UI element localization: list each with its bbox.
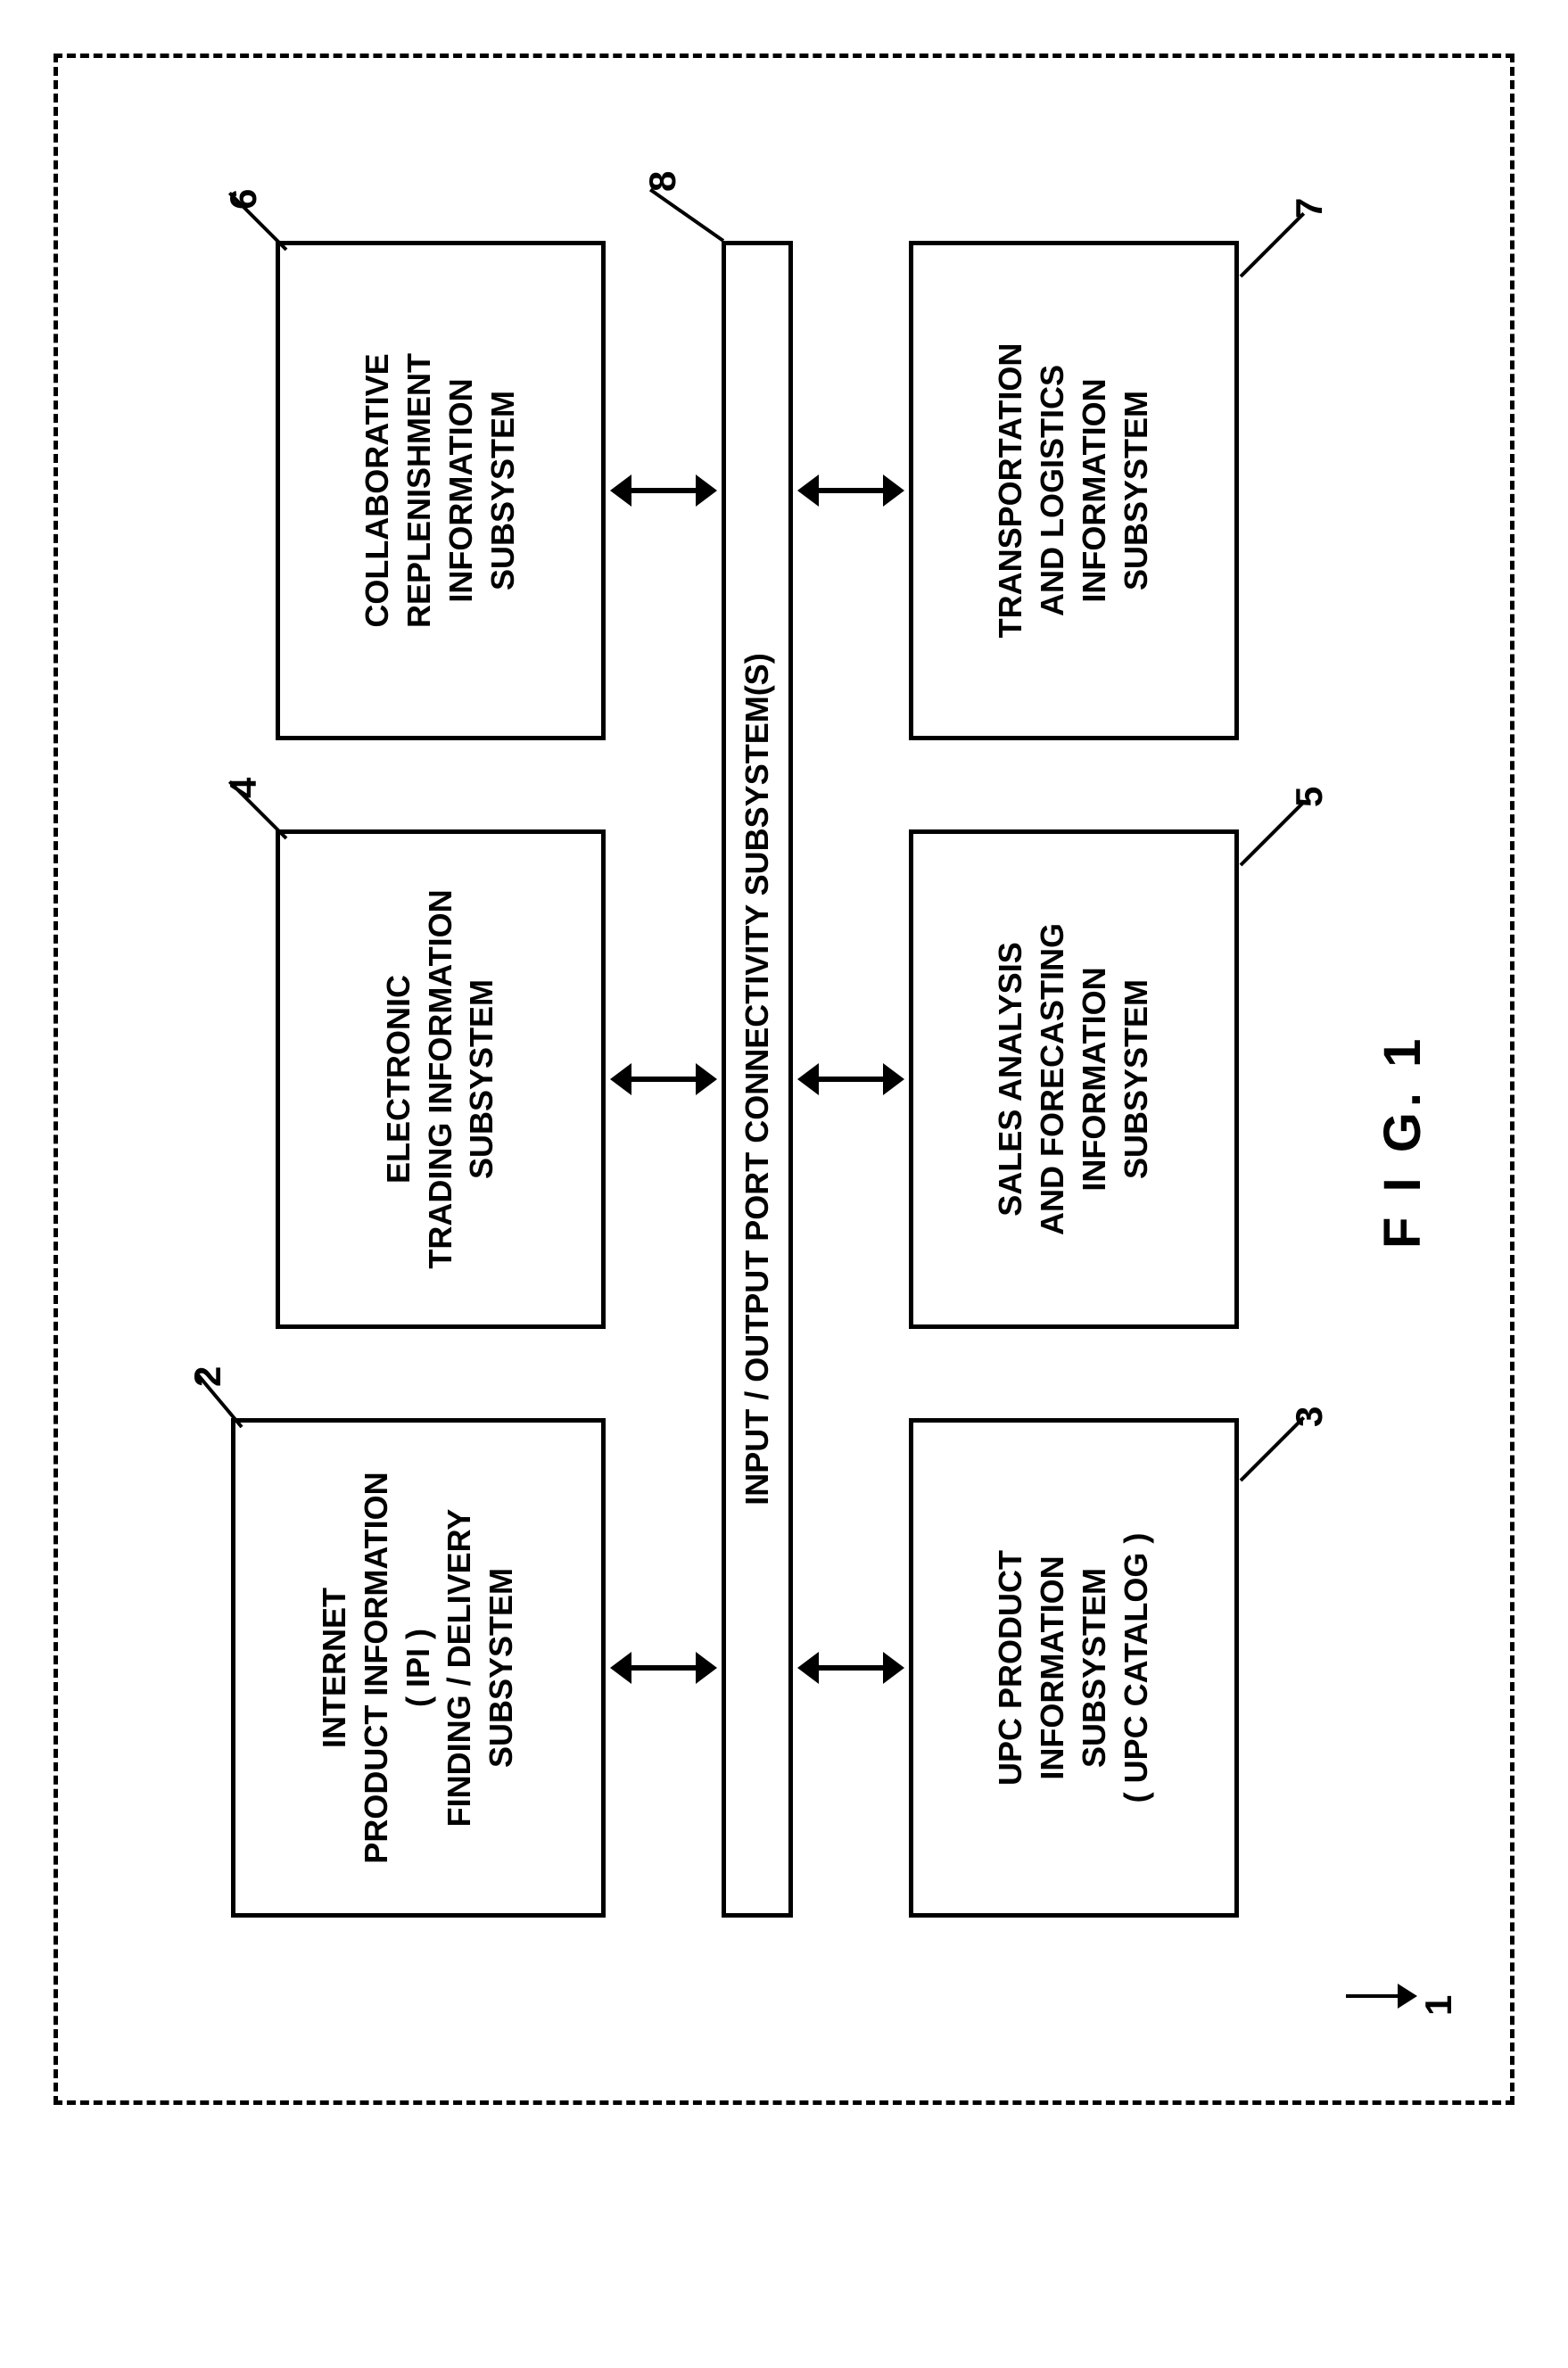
hub-box: INPUT / OUTPUT PORT CONNECTIVITY SUBSYST…	[722, 241, 793, 1918]
ref-leader	[1240, 801, 1306, 867]
system-leader	[1346, 1994, 1399, 1998]
connector-arrow	[815, 488, 887, 493]
ref-number-6: 6	[222, 189, 265, 210]
connector-arrow	[628, 1077, 699, 1082]
subsystem-box-3: UPC PRODUCT INFORMATION SUBSYSTEM ( UPC …	[909, 1418, 1239, 1918]
connector-arrow	[815, 1665, 887, 1671]
diagram-canvas: INTERNET PRODUCT INFORMATION ( IPI ) FIN…	[115, 107, 1453, 2051]
ref-number-8: 8	[641, 171, 684, 192]
subsystem-box-7: TRANSPORTATION AND LOGISTICS INFORMATION…	[909, 241, 1239, 740]
ref-leader	[1240, 212, 1306, 278]
subsystem-box-4: ELECTRONIC TRADING INFORMATION SUBSYSTEM	[276, 829, 606, 1329]
rotated-container: INTERNET PRODUCT INFORMATION ( IPI ) FIN…	[115, 107, 1453, 2051]
subsystem-box-2: INTERNET PRODUCT INFORMATION ( IPI ) FIN…	[231, 1418, 606, 1918]
ref-number-7: 7	[1288, 198, 1331, 219]
connector-arrow	[628, 1665, 699, 1671]
ref-number-4: 4	[222, 778, 265, 798]
subsystem-box-5: SALES ANALYSIS AND FORECASTING INFORMATI…	[909, 829, 1239, 1329]
ref-number-3: 3	[1288, 1407, 1331, 1427]
diagram-frame: INTERNET PRODUCT INFORMATION ( IPI ) FIN…	[54, 54, 1514, 2105]
ref-leader	[649, 188, 724, 243]
figure-label: F I G. 1	[1373, 1034, 1432, 1249]
ref-number-5: 5	[1288, 787, 1331, 807]
system-ref-number: 1	[1417, 1995, 1460, 2016]
subsystem-box-6: COLLABORATIVE REPLENISHMENT INFORMATION …	[276, 241, 606, 740]
connector-arrow	[815, 1077, 887, 1082]
connector-arrow	[628, 488, 699, 493]
ref-number-2: 2	[186, 1366, 229, 1387]
